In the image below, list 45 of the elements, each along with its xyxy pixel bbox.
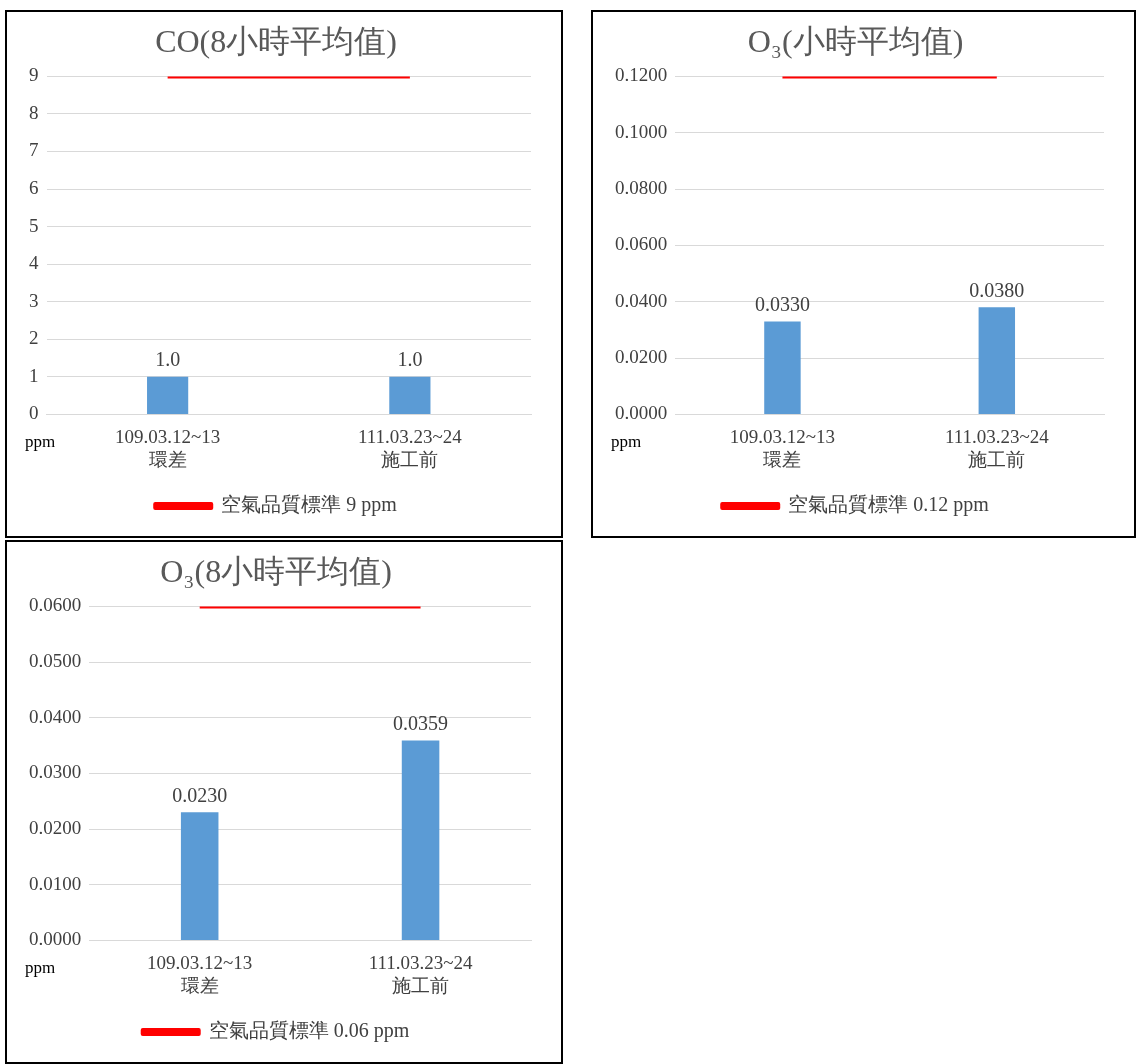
y-tick-label: 0.0600 [615,233,668,255]
data-label: 1.0 [397,348,423,371]
y-tick-label: 0.0000 [29,928,82,950]
y-tick-label: 4 [29,252,39,274]
y-axis-title: ppm [611,432,642,452]
y-tick-label: 0.0400 [615,289,668,311]
x-tick-label: 111.03.23~24 施工前 [357,425,463,470]
data-label: 1.0 [155,348,181,371]
x-tick-label: 109.03.12~13 環差 [729,425,836,470]
y-tick-label: 7 [29,139,39,161]
y-tick-label: 0.0400 [29,705,82,727]
x-tick-label: 109.03.12~13 環差 [114,425,221,470]
y-tick-label: 0 [29,402,39,424]
x-tick-label: 109.03.12~13 環差 [147,951,253,996]
y-tick-label: 6 [29,177,39,199]
y-tick-label: 3 [29,289,39,311]
y-axis-title: ppm [25,958,56,978]
x-tick-label: 111.03.23~24 施工前 [944,425,1050,470]
y-tick-label: 0.0000 [615,402,668,424]
y-tick-label: 1 [29,364,39,386]
y-tick-label: 0.0800 [615,177,668,199]
y-tick-label: 0.0200 [29,817,82,839]
x-tick-label: 111.03.23~24 施工前 [368,951,473,996]
data-label: 0.0380 [969,278,1025,301]
y-tick-label: 0.1000 [615,120,668,142]
y-tick-label: 0.0600 [29,594,82,616]
y-axis-title: ppm [25,432,56,452]
data-label: 0.0230 [172,783,228,806]
chart-title: O₃(小時平均值) [747,22,964,59]
legend-label: 空氣品質標準 9 ppm [221,493,398,517]
y-tick-label: 2 [29,327,39,349]
chart-title: O₃(8小時平均值) [160,552,392,589]
y-tick-label: 0.0100 [29,872,82,894]
y-tick-label: 0.0200 [615,346,668,368]
y-tick-label: 9 [29,64,39,86]
y-tick-label: 5 [29,214,39,236]
legend-label: 空氣品質標準 0.12 ppm [788,493,990,517]
legend-label: 空氣品質標準 0.06 ppm [208,1019,410,1043]
chart-title: CO(8小時平均值) [155,22,397,59]
y-tick-label: 8 [29,101,39,123]
y-tick-label: 0.1200 [615,64,668,86]
data-label: 0.0330 [754,292,810,315]
data-label: 0.0359 [393,711,449,734]
y-tick-label: 0.0500 [29,650,82,672]
y-tick-label: 0.0300 [29,761,82,783]
